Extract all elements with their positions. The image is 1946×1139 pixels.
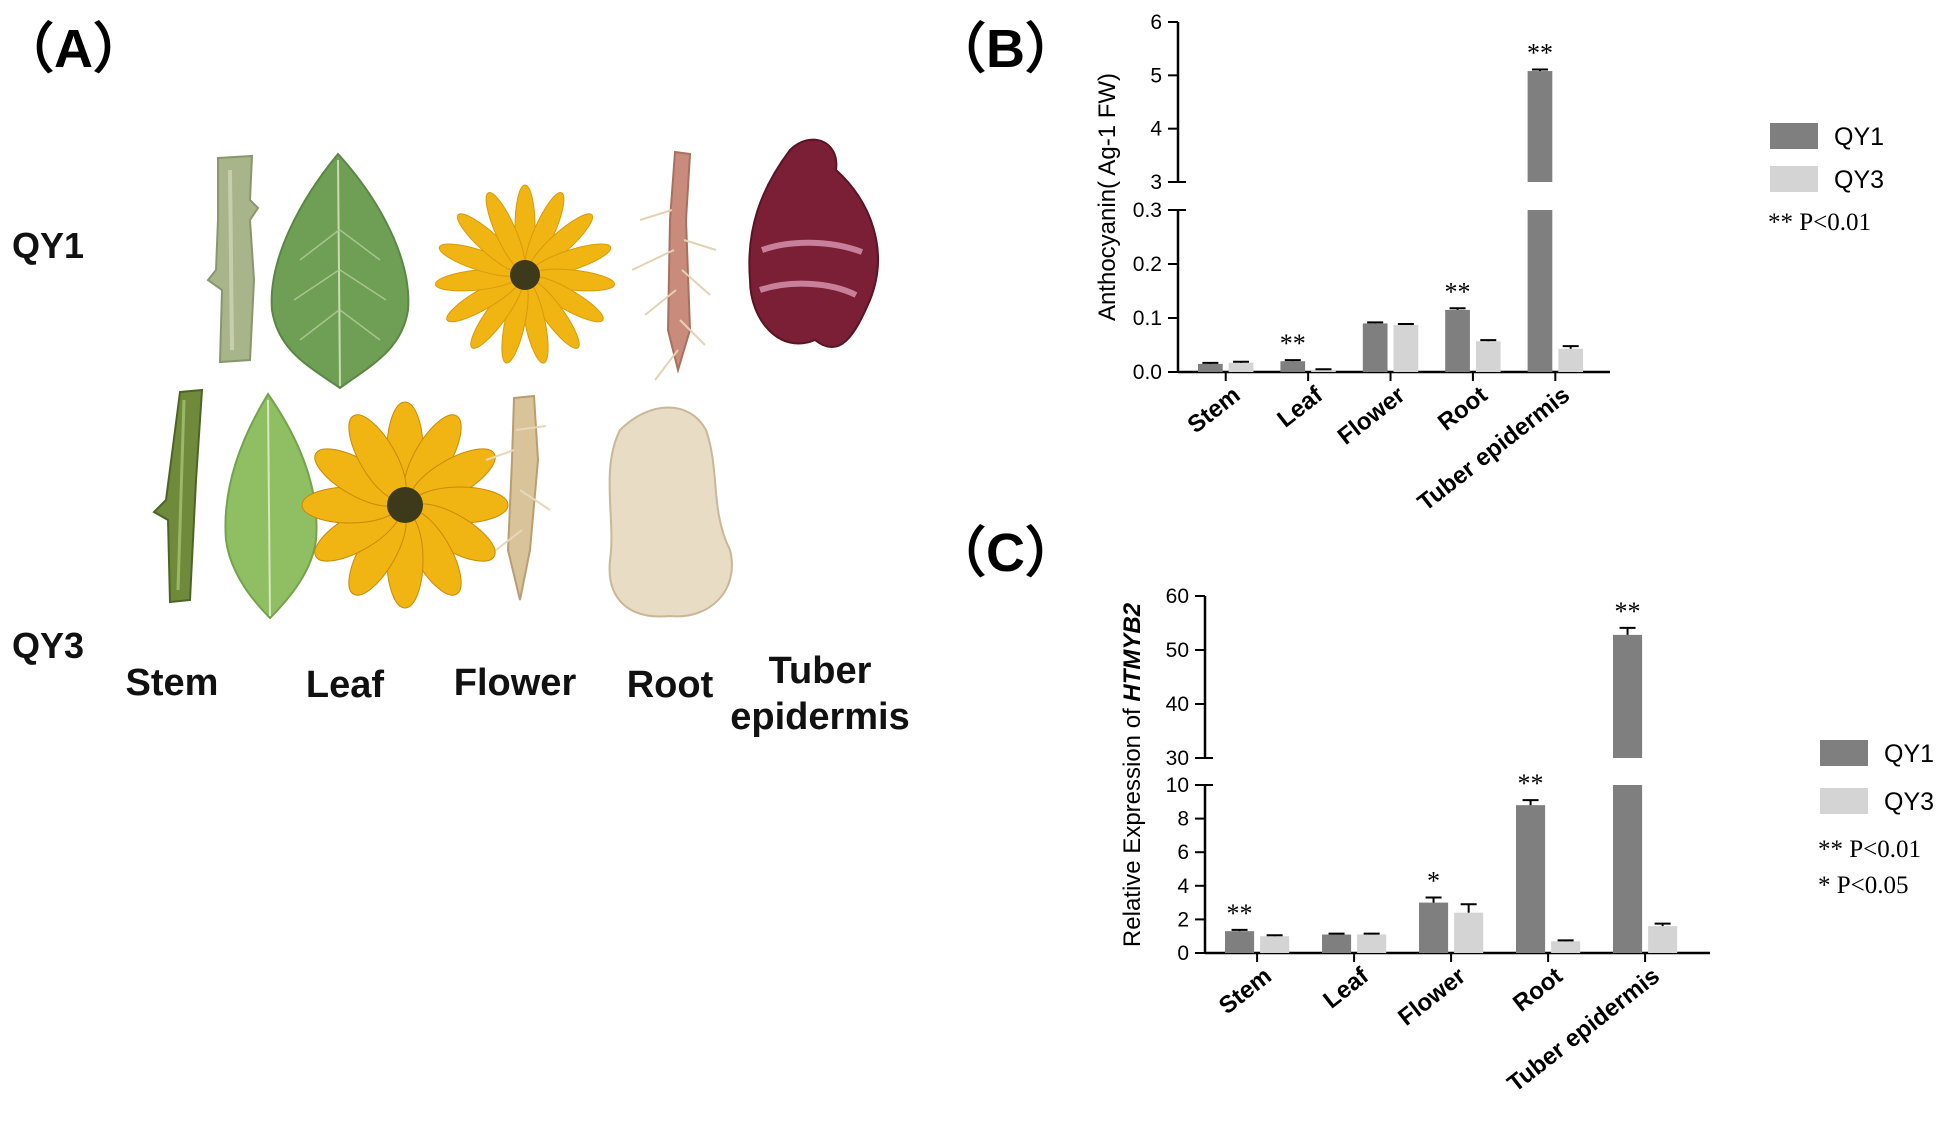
chart-c-bar-qy1: [1419, 902, 1449, 953]
chart-c-bar-qy1: [1516, 805, 1546, 953]
chart-b-bar-qy3: [1558, 348, 1584, 372]
chart-c-y-tick-label: 8: [1177, 808, 1189, 831]
chart-c-significance-marker: *: [1427, 867, 1440, 896]
chart-b-legend-swatch: [1770, 123, 1818, 149]
qy3-tuber-image: [608, 406, 733, 618]
qy1-flower-image: [434, 184, 616, 364]
qy3-stem-image: [152, 388, 204, 604]
chart-c-bar-qy1-upper: [1613, 634, 1643, 758]
chart-b-y-tick-label: 6: [1150, 11, 1162, 34]
chart-b-y-tick-label: 4: [1150, 118, 1162, 141]
chart-c-y-tick-label: 2: [1177, 908, 1189, 931]
qy1-tuber-image: [748, 138, 879, 348]
chart-c-bar-qy3: [1551, 941, 1581, 953]
specimen-photos: [152, 138, 879, 620]
chart-c-legend-significance: * P<0.05: [1818, 872, 1909, 899]
chart-c-y-axis-label-prefix: Relative Expression of: [1119, 702, 1146, 947]
chart-b-bar-qy1: [1445, 309, 1470, 372]
chart-c-bar-qy3: [1648, 926, 1678, 953]
tissue-label-stem: Stem: [125, 662, 219, 704]
qy1-root-image: [631, 150, 717, 381]
chart-c-y-tick-label: 40: [1166, 693, 1189, 716]
qy1-leaf-image: [270, 152, 410, 390]
chart-b-significance-marker: **: [1280, 329, 1306, 358]
chart-b-bar-qy3: [1475, 341, 1501, 372]
chart-b-bar-qy1-upper: [1527, 71, 1553, 182]
chart-b-y-tick-label: 3: [1150, 171, 1162, 194]
chart-b-category-label: Tuber epidermis: [1413, 381, 1575, 516]
chart-c-bar-qy1: [1613, 785, 1643, 953]
qy3-root-image: [485, 394, 551, 601]
chart-b-category-label: Root: [1433, 381, 1493, 436]
qy1-stem-image: [206, 154, 260, 364]
chart-c-y-axis-label-gene: HTMYB2: [1119, 602, 1146, 701]
tissue-label-leaf: Leaf: [305, 664, 385, 706]
chart-b-y-tick-label: 0.2: [1133, 253, 1162, 276]
chart-b-legend-label: QY1: [1834, 123, 1884, 151]
panel-label-b: （B）: [932, 19, 1079, 79]
chart-b-y-tick-label: 0.1: [1133, 307, 1162, 330]
chart-c-y-tick-label: 0: [1177, 942, 1189, 965]
tissue-label-flower: Flower: [453, 662, 577, 704]
qy3-leaf-image: [224, 392, 318, 620]
chart-b-y-tick-label: 0.0: [1133, 361, 1162, 384]
chart-c-y-tick-label: 60: [1166, 585, 1189, 608]
tissue-label-tuber: Tuber epidermis: [720, 648, 920, 740]
chart-c-category-label: Root: [1508, 962, 1568, 1017]
chart-b-legend-swatch: [1770, 166, 1818, 192]
chart-c-y-tick-label: 4: [1177, 875, 1189, 898]
panel-label-a: （A）: [0, 19, 147, 79]
tissue-label-root: Root: [626, 664, 714, 706]
chart-b-significance-marker: **: [1527, 38, 1553, 67]
chart-c-category-label: Flower: [1393, 962, 1471, 1031]
chart-c-significance-marker: **: [1518, 769, 1544, 798]
chart-c-bar-qy1: [1322, 934, 1352, 953]
chart-c-y-tick-label: 50: [1166, 639, 1189, 662]
chart-b-bar-qy1: [1527, 210, 1553, 372]
chart-b-legend-significance: ** P<0.01: [1768, 209, 1871, 236]
chart-b-bar-qy1: [1362, 323, 1388, 372]
chart-c-legend-swatch: [1820, 740, 1868, 766]
chart-c-legend-swatch: [1820, 788, 1868, 814]
chart-c-y-tick-label: 10: [1166, 774, 1189, 797]
tissue-label-tuber-line1: Tuber: [768, 650, 872, 692]
chart-b-category-label: Flower: [1333, 381, 1411, 450]
chart-c-y-tick-label: 6: [1177, 841, 1189, 864]
tissue-label-tuber-line2: epidermis: [730, 696, 910, 738]
chart-c-bar-qy3: [1454, 912, 1484, 953]
chart-c-legend-label: QY1: [1884, 740, 1934, 768]
chart-b-bar-qy3: [1311, 369, 1336, 372]
row-label-qy3: QY3: [12, 625, 85, 666]
chart-b-bar-qy1: [1280, 361, 1306, 372]
chart-c-category-label: Leaf: [1318, 962, 1374, 1014]
chart-c-legend-label: QY3: [1884, 788, 1934, 816]
chart-b-bar-qy3: [1393, 325, 1419, 372]
chart-b-y-tick-label: 0.3: [1133, 199, 1162, 222]
chart-c-bar-qy3: [1357, 934, 1387, 953]
panel-label-c: （C）: [932, 523, 1079, 583]
chart-c-bar-qy1: [1225, 931, 1255, 953]
chart-b-bar-qy3: [1228, 362, 1254, 372]
chart-b-category-label: Stem: [1183, 381, 1246, 438]
qy3-flower-image: [301, 401, 509, 609]
chart-b-y-tick-label: 5: [1150, 64, 1162, 87]
chart-c-significance-marker: **: [1615, 597, 1641, 626]
chart-c-category-label: Stem: [1214, 962, 1277, 1019]
chart-b-y-axis-label: Anthocyanin( Ag-1 FW): [1094, 73, 1121, 321]
chart-c-bar-qy3: [1260, 936, 1290, 953]
row-label-qy1: QY1: [12, 225, 85, 266]
chart-b-significance-marker: **: [1445, 277, 1471, 306]
chart-c-significance-marker: **: [1227, 899, 1253, 928]
chart-c-y-tick-label: 30: [1166, 747, 1189, 770]
chart-c-legend-significance: ** P<0.01: [1818, 836, 1921, 863]
chart-c-y-axis-label: Relative Expression of HTMYB2: [1119, 602, 1146, 947]
chart-b-bar-qy1: [1198, 363, 1223, 372]
chart-b-legend-label: QY3: [1834, 166, 1884, 194]
chart-b-category-label: Leaf: [1272, 381, 1328, 433]
